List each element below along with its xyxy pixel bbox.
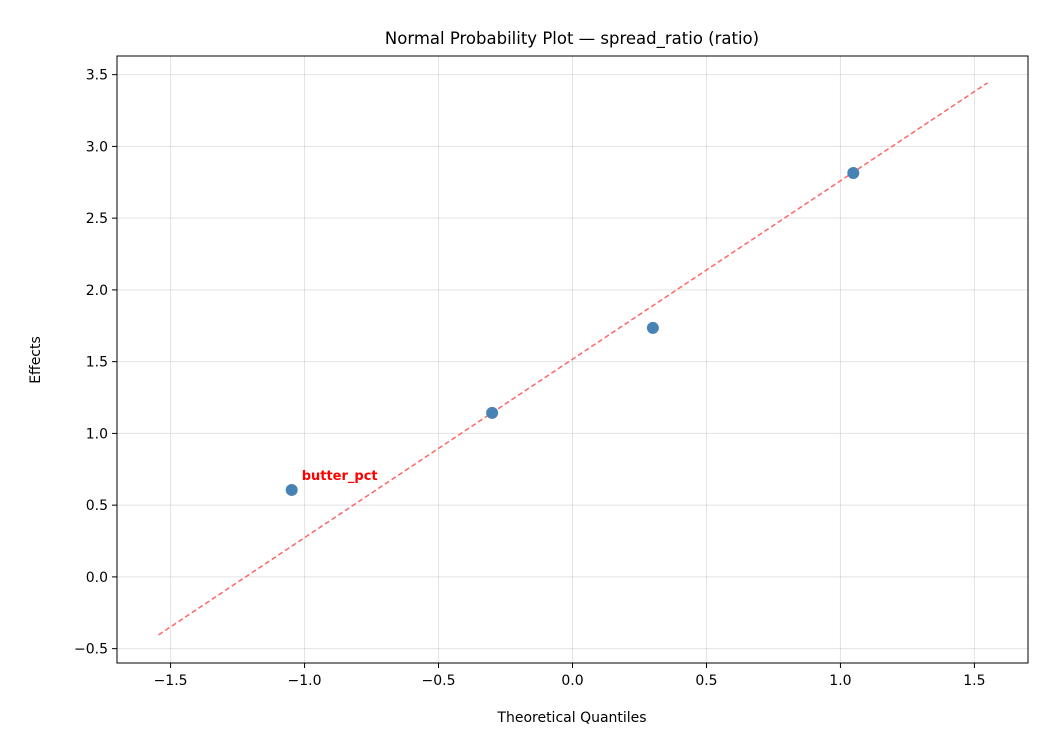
x-tick-label: 0.5 (695, 673, 717, 689)
y-tick-label: 0.0 (86, 570, 108, 586)
y-tick-label: 1.0 (86, 426, 108, 442)
data-point (646, 321, 659, 334)
y-tick-label: 0.5 (86, 498, 108, 514)
x-tick-label: −0.5 (422, 673, 456, 689)
chart-title: Normal Probability Plot — spread_ratio (… (385, 29, 759, 49)
x-axis-label: Theoretical Quantiles (496, 710, 646, 726)
y-tick-label: 2.5 (86, 211, 108, 227)
x-tick-label: −1.0 (288, 673, 322, 689)
x-tick-label: 1.0 (829, 673, 851, 689)
y-tick-label: −0.5 (74, 642, 108, 658)
y-tick-label: 3.5 (86, 68, 108, 84)
x-tick-label: −1.5 (154, 673, 188, 689)
y-tick-label: 2.0 (86, 283, 108, 299)
data-point (285, 483, 298, 496)
data-point (847, 166, 860, 179)
reference-line (158, 82, 988, 636)
x-tick-label: 0.0 (561, 673, 583, 689)
y-tick-label: 1.5 (86, 355, 108, 371)
y-axis-label: Effects (28, 336, 44, 384)
point-annotation: butter_pct (302, 469, 378, 484)
data-point (486, 406, 499, 419)
x-tick-label: 1.5 (963, 673, 985, 689)
y-tick-label: 3.0 (86, 139, 108, 155)
